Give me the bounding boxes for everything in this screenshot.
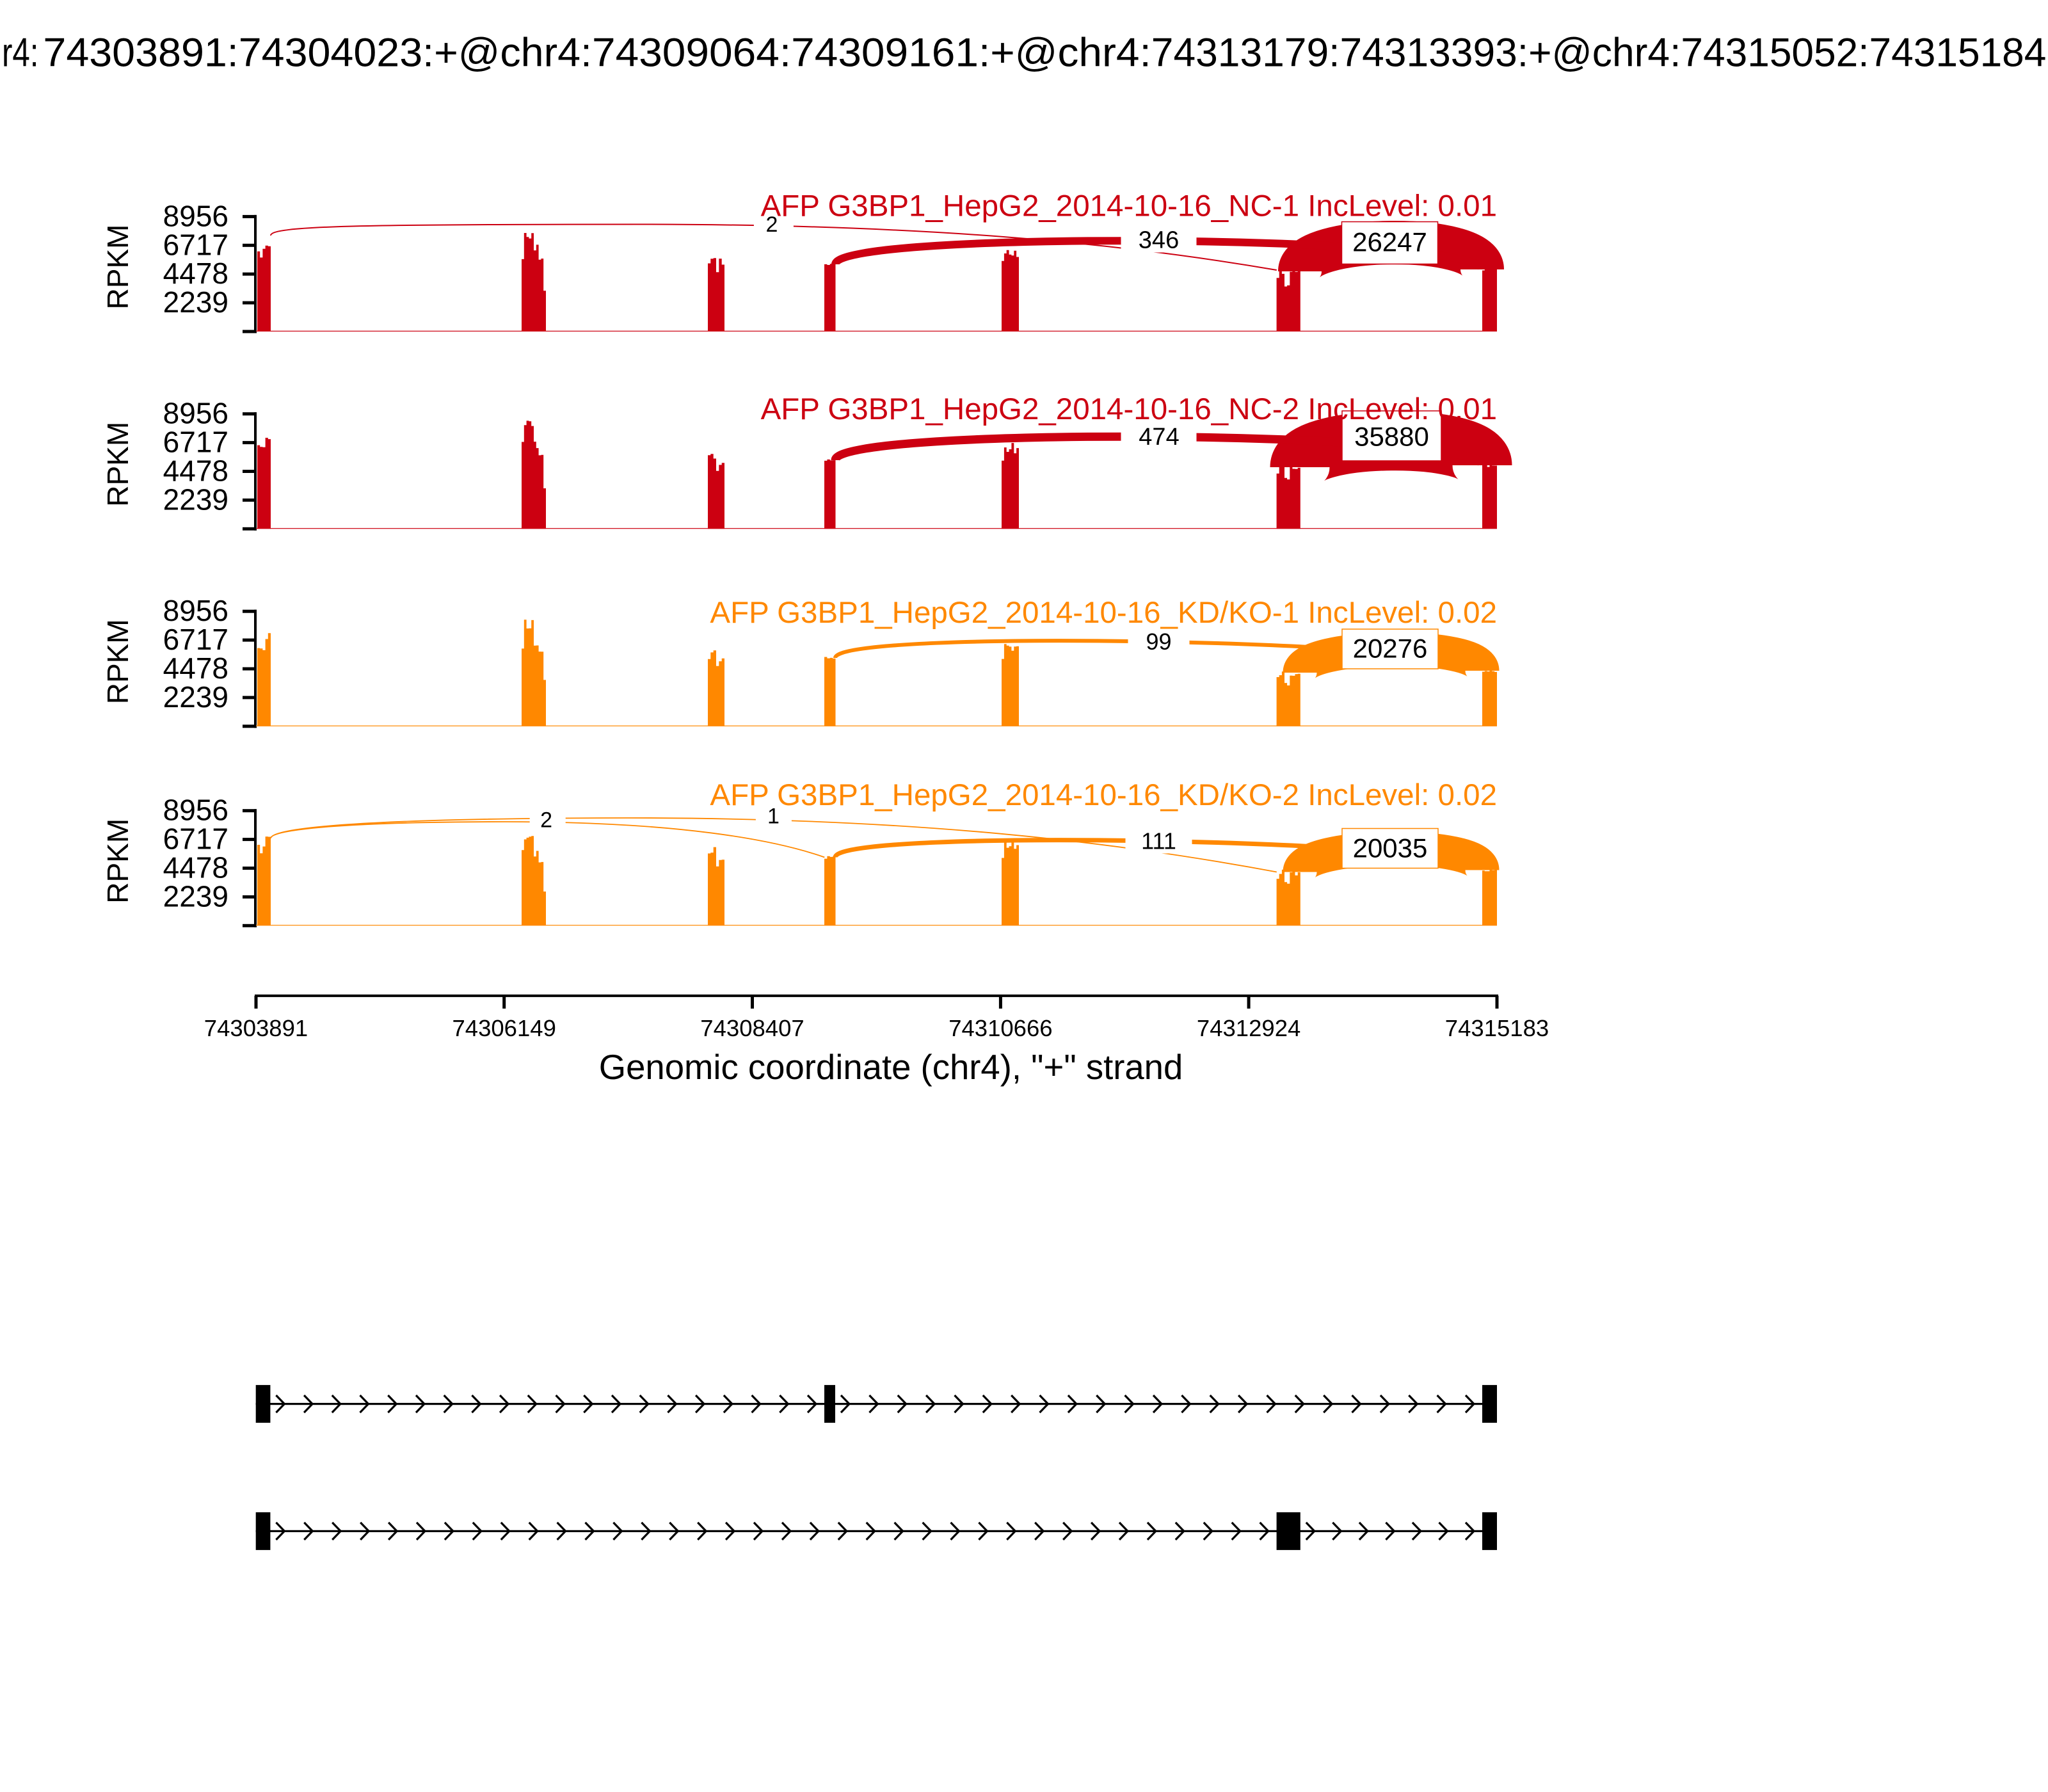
svg-text:RPKM: RPKM bbox=[101, 422, 134, 507]
svg-text:74303891: 74303891 bbox=[204, 1015, 308, 1041]
svg-text:4478: 4478 bbox=[163, 454, 228, 488]
svg-text:2239: 2239 bbox=[163, 879, 228, 913]
svg-text:74303891:74304023:+@chr4:: 74303891:74304023:+@chr4: bbox=[43, 31, 592, 76]
svg-text:99: 99 bbox=[1146, 628, 1171, 655]
svg-text:74308407: 74308407 bbox=[700, 1015, 804, 1041]
svg-text:74309064:74309161:+@chr4:: 74309064:74309161:+@chr4: bbox=[592, 31, 1151, 76]
svg-text:1: 1 bbox=[767, 804, 780, 828]
svg-text:Genomic coordinate (chr4), "+": Genomic coordinate (chr4), "+" strand bbox=[599, 1048, 1183, 1087]
svg-text:4478: 4478 bbox=[163, 257, 228, 290]
svg-text:AFP G3BP1_HepG2_2014-10-16_NC-: AFP G3BP1_HepG2_2014-10-16_NC-2 IncLevel… bbox=[761, 392, 1497, 426]
svg-text:20035: 20035 bbox=[1353, 833, 1428, 863]
svg-text:26247: 26247 bbox=[1352, 227, 1427, 257]
svg-text:r4:: r4: bbox=[2, 31, 39, 76]
svg-text:35880: 35880 bbox=[1354, 421, 1429, 451]
svg-text:74315052:74315184: 74315052:74315184 bbox=[1681, 31, 2046, 76]
svg-text:20276: 20276 bbox=[1353, 633, 1428, 663]
svg-text:RPKM: RPKM bbox=[101, 619, 134, 704]
svg-text:74306149: 74306149 bbox=[452, 1015, 556, 1041]
svg-text:2239: 2239 bbox=[163, 483, 228, 516]
svg-text:2239: 2239 bbox=[163, 680, 228, 714]
svg-text:6717: 6717 bbox=[163, 426, 228, 459]
svg-text:4478: 4478 bbox=[163, 851, 228, 884]
svg-text:2: 2 bbox=[540, 808, 552, 832]
svg-text:6717: 6717 bbox=[163, 623, 228, 656]
svg-text:6717: 6717 bbox=[163, 822, 228, 856]
svg-text:74312924: 74312924 bbox=[1197, 1015, 1300, 1041]
svg-text:8956: 8956 bbox=[163, 199, 228, 232]
svg-text:111: 111 bbox=[1141, 828, 1176, 854]
svg-text:RPKM: RPKM bbox=[101, 819, 134, 904]
svg-text:474: 474 bbox=[1139, 424, 1179, 451]
svg-text:RPKM: RPKM bbox=[101, 225, 134, 310]
svg-text:6717: 6717 bbox=[163, 228, 228, 261]
svg-text:AFP G3BP1_HepG2_2014-10-16_KD/: AFP G3BP1_HepG2_2014-10-16_KD/KO-2 IncLe… bbox=[710, 778, 1497, 812]
svg-text:74315183: 74315183 bbox=[1445, 1015, 1549, 1041]
svg-text:AFP G3BP1_HepG2_2014-10-16_KD/: AFP G3BP1_HepG2_2014-10-16_KD/KO-1 IncLe… bbox=[710, 596, 1497, 630]
svg-text:74313179:74313393:+@chr4:: 74313179:74313393:+@chr4: bbox=[1151, 31, 1681, 76]
svg-text:8956: 8956 bbox=[163, 594, 228, 627]
svg-text:8956: 8956 bbox=[163, 397, 228, 430]
svg-text:8956: 8956 bbox=[163, 794, 228, 827]
svg-text:346: 346 bbox=[1139, 227, 1179, 253]
svg-text:2: 2 bbox=[766, 212, 778, 237]
svg-text:4478: 4478 bbox=[163, 652, 228, 685]
svg-text:AFP G3BP1_HepG2_2014-10-16_NC-: AFP G3BP1_HepG2_2014-10-16_NC-1 IncLevel… bbox=[761, 189, 1497, 223]
svg-text:2239: 2239 bbox=[163, 285, 228, 319]
svg-text:74310666: 74310666 bbox=[948, 1015, 1052, 1041]
